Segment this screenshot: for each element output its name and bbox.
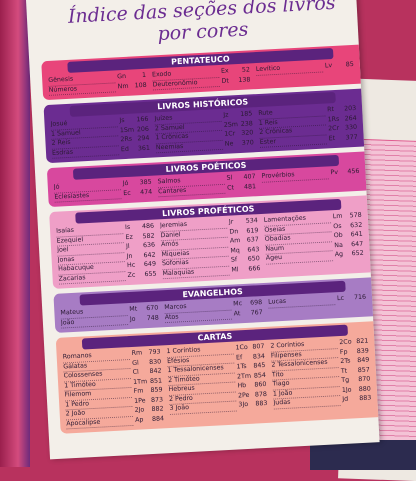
page-number: 138: [238, 75, 251, 84]
page-number: 370: [241, 138, 254, 147]
book-name: 3 João: [169, 401, 237, 415]
page-number: 666: [248, 264, 261, 273]
index-page: Índice das seções dos livros por cores P…: [26, 0, 380, 460]
page-number: 748: [146, 313, 159, 322]
book-name: Ageu: [265, 251, 334, 265]
book-abbr: Dt: [221, 77, 230, 85]
book-name: Neemias: [155, 140, 224, 154]
page-number: 655: [144, 270, 157, 278]
page-number: 85: [345, 60, 355, 69]
entry: Lucas Lc 716: [267, 293, 367, 309]
book-name: Judas: [273, 396, 341, 410]
page-title: Índice das seções dos livros por cores: [67, 0, 337, 46]
entry: Levítico Lv 85: [255, 60, 355, 76]
book-abbr: Ml: [231, 265, 239, 274]
book-abbr: At: [233, 309, 241, 318]
book-name: Levítico: [255, 62, 324, 76]
section: LIVROS PROFÉTICOS Isaías Is 486 Jeremias Jr 53…: [49, 195, 371, 289]
book-abbr: Ct: [226, 183, 235, 192]
entries: Isaías Is 486 Jeremias Jr 534 Lamentações Lm 578…: [55, 212, 365, 285]
book-name: Atos: [164, 310, 233, 324]
book-name: João: [60, 315, 129, 329]
book-name: Provérbios: [261, 169, 329, 183]
page-number: 652: [351, 249, 364, 258]
page-number: 474: [140, 188, 153, 196]
book-abbr: Lc: [336, 294, 345, 303]
page-number: 883: [359, 394, 372, 403]
book-name: Zacarias: [58, 271, 126, 285]
sections: PENTATEUCO Gênesis Gn 1 Êxodo Êx 52 Levítico Lv 8…: [41, 44, 379, 439]
book-name: Deuteronômio: [152, 77, 220, 91]
entry: Provérbios Pv 456: [261, 167, 360, 183]
book-abbr: Jd: [342, 395, 349, 403]
book-cover-edge: [0, 0, 30, 467]
book-abbr: Pv: [330, 168, 339, 177]
book-abbr: Ed: [120, 145, 130, 153]
page-number: 361: [137, 144, 151, 152]
book-name: Ester: [259, 134, 327, 148]
book-abbr: 3Jo: [238, 400, 249, 409]
page-number: 377: [345, 133, 358, 141]
book-abbr: Lv: [324, 62, 333, 70]
book-abbr: Zc: [127, 271, 136, 279]
page-number: 456: [347, 167, 360, 176]
page-number: 108: [134, 81, 147, 89]
book-abbr: Et: [328, 134, 336, 142]
book-name: Apocalipse: [66, 416, 134, 430]
section: LIVROS HISTÓRICOS Josué Js 166 Juízes Jz 185 Ru…: [43, 88, 365, 164]
book-name: Lucas: [267, 295, 336, 309]
page-number: 884: [151, 414, 165, 423]
book-abbr: Jo: [129, 315, 136, 323]
book-abbr: Ag: [334, 250, 344, 259]
book-abbr: Nm: [117, 82, 129, 90]
book-abbr: Ap: [134, 415, 144, 424]
book-name: Malaquias: [162, 266, 230, 280]
book-abbr: Ec: [123, 189, 131, 197]
book-abbr: Ne: [224, 139, 234, 148]
book-name: Cantares: [158, 184, 226, 198]
page-number: 716: [353, 293, 367, 302]
entries: Romanos Rm 793 1 Coríntios 1Co 807 2 Coríntios…: [62, 338, 373, 430]
book-name: Esdras: [51, 145, 120, 159]
cover-corner: [310, 440, 416, 470]
page-number: 767: [250, 308, 263, 317]
book-name: Eclesiastes: [54, 189, 122, 203]
book-name: Números: [48, 82, 116, 96]
section: CARTAS Romanos Rm 793 1 Coríntios 1Co 807 2 Cor…: [55, 321, 379, 434]
page-number: 481: [243, 182, 257, 191]
page-number: 883: [255, 399, 268, 408]
